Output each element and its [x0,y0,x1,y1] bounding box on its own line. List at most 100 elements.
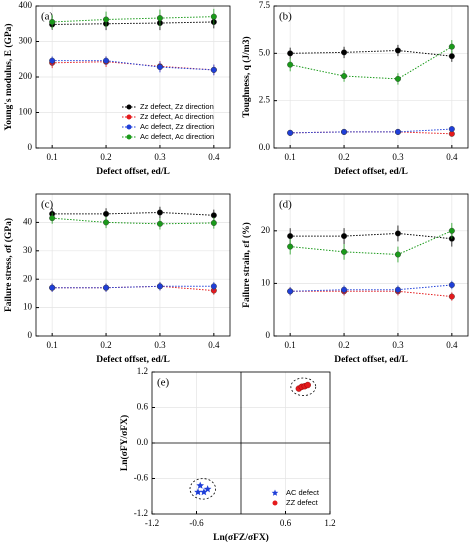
y-tick-label: 7.5 [259,0,271,10]
y-tick-label: 300 [19,36,33,46]
marker [287,288,294,295]
y-tick-label: 5.0 [259,47,271,57]
y-tick-label: 1.2 [137,366,148,376]
marker [156,283,163,290]
legend-marker [126,134,132,140]
panel-label: (a) [41,11,54,23]
y-tick-label: 0.0 [259,142,271,152]
plot-frame [35,193,231,337]
y-axis-label: Young's modulus, E (GPa) [3,23,14,130]
marker [103,57,110,64]
marker [341,248,348,255]
y-axis-label: Failure stress, σf (GPa) [3,218,14,312]
marker [287,233,294,240]
x-tick-label: 0.1 [47,340,58,350]
x-tick-label: 0.4 [208,340,220,350]
x-axis-label: Defect offset, ed/L [96,355,170,365]
point [200,488,208,496]
y-tick-label: 0 [28,330,33,340]
x-tick-label: 0.2 [100,340,111,350]
legend-marker [271,489,279,496]
x-axis-label: Defect offset, ed/L [334,355,408,365]
marker [210,219,217,226]
series-line [52,16,214,23]
marker [103,16,110,23]
x-axis-label: Defect offset, ed/L [334,167,408,177]
x-tick-label: 1.2 [324,518,335,528]
marker [156,64,163,71]
marker [156,15,163,22]
y-tick-label: 0 [28,142,33,152]
series-line [290,290,452,298]
marker [394,47,401,54]
x-tick-label: 0.2 [100,152,111,162]
plot-frame [35,5,231,149]
series-line [52,61,214,71]
marker [49,57,56,64]
legend-label: ZZ defect [286,498,319,507]
panel-label: (e) [157,377,170,389]
y-tick-label: 40 [23,216,33,226]
x-axis-label: Ln(σFZ/σFX) [213,532,269,543]
y-tick-label: -0.6 [134,473,149,483]
y-tick-label: 200 [19,71,33,81]
marker [210,212,217,219]
series-line [290,230,453,255]
y-tick-label: 0.0 [137,437,149,447]
group-outline [290,377,317,396]
series-line [52,285,214,289]
marker [394,251,401,258]
y-tick-label: 400 [19,0,33,10]
point [304,381,311,389]
x-tick-label: 0.3 [154,340,166,350]
y-axis-label: Toughness, q (J/m3) [241,36,252,117]
x-tick-label: 0.2 [338,340,349,350]
y-tick-label: 0 [266,330,271,340]
x-tick-label: 0.3 [392,152,404,162]
plot-frame [273,5,469,149]
legend-label: Zz defect, Zz direction [140,102,214,111]
y-tick-label: -1.2 [134,508,148,518]
series-line [52,285,214,292]
y-tick-label: 30 [23,245,33,255]
series-line [290,232,452,240]
series-line [52,60,214,71]
marker [210,66,217,73]
legend-marker [272,500,278,506]
marker [287,61,294,68]
series-line [52,217,214,225]
plot-frame [273,193,469,337]
y-tick-label: 2.5 [259,95,271,105]
x-tick-label: 0.1 [47,152,58,162]
y-tick-label: 20 [261,225,271,235]
marker [394,230,401,237]
x-tick-label: -1.2 [145,518,159,528]
x-tick-label: 0.3 [154,152,166,162]
panel-label: (b) [279,11,292,23]
y-tick-label: 100 [19,107,33,117]
marker [287,129,294,136]
legend-marker [126,104,132,110]
legend-marker [126,124,132,130]
marker [448,126,455,133]
x-tick-label: 0.6 [280,518,292,528]
x-tick-label: 0.1 [285,152,296,162]
legend-label: Ac defect, Zz direction [140,122,214,131]
series-line [290,46,453,80]
point [203,485,212,493]
y-axis-label: Failure strain, εf (%) [241,222,252,308]
marker [448,281,455,288]
series-line [52,211,214,216]
marker [210,13,217,20]
point [196,481,204,489]
marker [287,243,294,250]
y-tick-label: 10 [261,277,271,287]
marker [448,53,455,60]
marker [341,128,348,135]
marker [103,284,110,291]
legend-marker [126,114,132,120]
legend-label: Zz defect, Ac direction [140,112,214,121]
x-tick-label: 0.2 [338,152,349,162]
marker [394,75,401,82]
